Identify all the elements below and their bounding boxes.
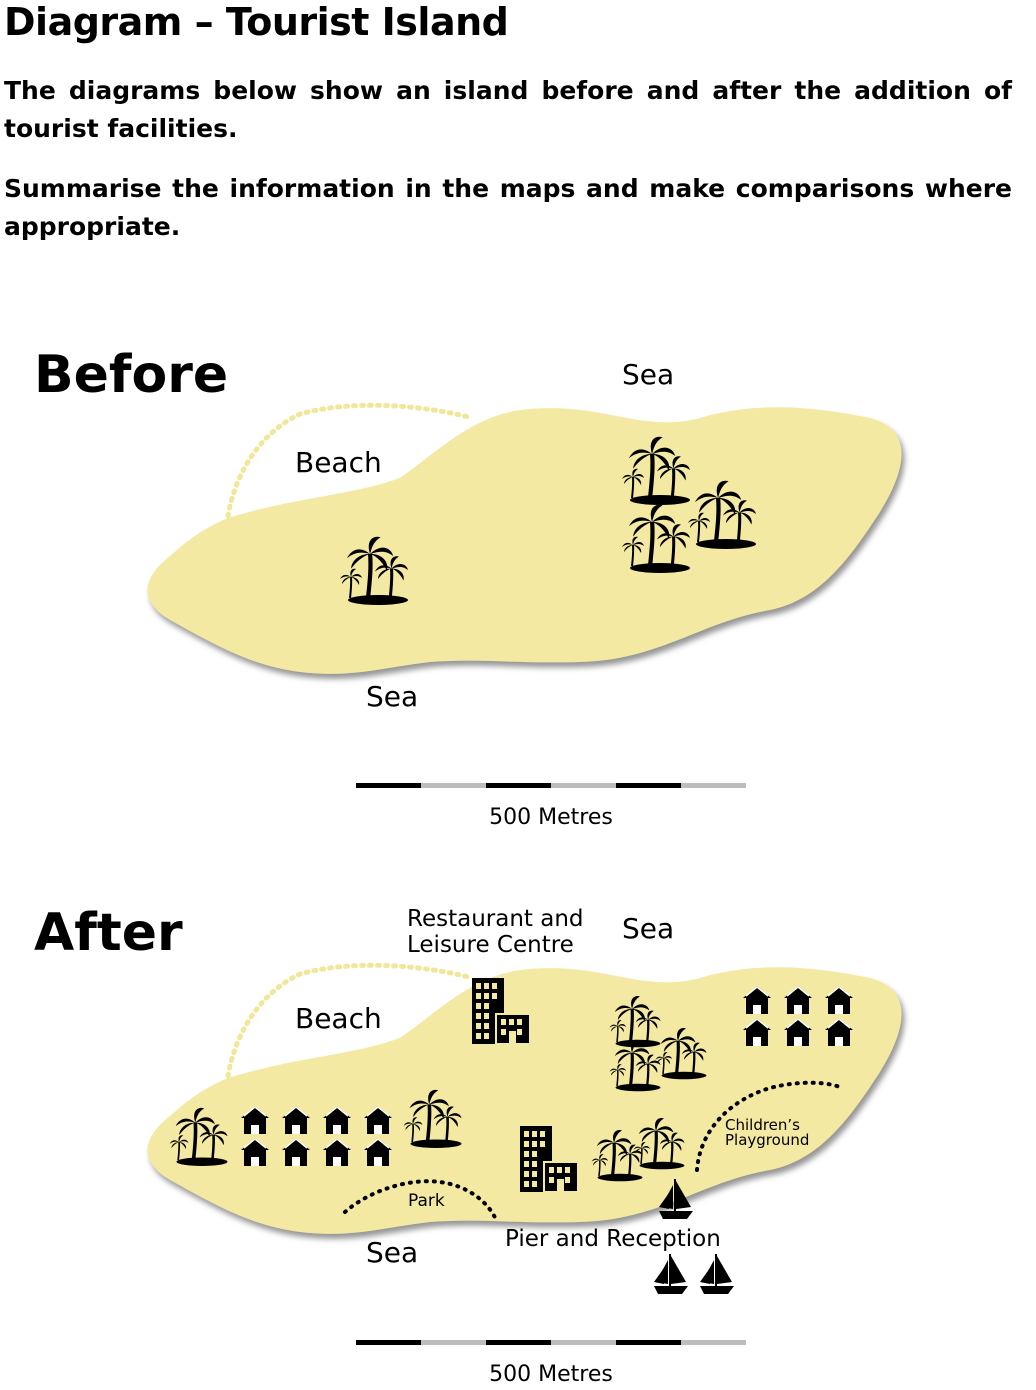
task-prompt: The diagrams below show an island before… — [4, 76, 1012, 143]
pier-label: Pier and Reception — [505, 1226, 721, 1252]
scale-bar — [356, 1340, 746, 1345]
beach-label: Beach — [295, 446, 382, 479]
sea-label-top: Sea — [622, 912, 674, 945]
scale-bar — [356, 783, 746, 788]
scale-label: 500 Metres — [489, 805, 613, 830]
island-shape — [147, 967, 902, 1234]
page-title: Diagram – Tourist Island — [4, 0, 509, 44]
scale-label: 500 Metres — [489, 1362, 613, 1387]
island-shape — [147, 407, 902, 674]
sailing-ship-icon — [653, 1253, 689, 1295]
sea-label-top: Sea — [622, 358, 674, 391]
playground-outline — [695, 1080, 844, 1172]
task-instruction: Summarise the information in the maps an… — [4, 174, 1012, 241]
sea-label-bottom: Sea — [366, 1236, 418, 1269]
before-map: Before Sea Beach Sea 500 Metres — [34, 345, 902, 830]
after-heading: After — [34, 903, 183, 963]
beach-outline — [225, 402, 475, 519]
after-map: After Sea Restaurant and Leisure Centre … — [34, 903, 902, 1387]
beach-outline — [225, 962, 475, 1079]
playground-label: Children’s — [725, 1116, 800, 1134]
restaurant-label: Leisure Centre — [407, 932, 574, 958]
park-label: Park — [408, 1191, 445, 1211]
restaurant-label: Restaurant and — [407, 906, 584, 932]
before-heading: Before — [34, 345, 228, 405]
sailing-ship-icon — [699, 1253, 735, 1295]
playground-label: Playground — [725, 1131, 809, 1149]
park-outline — [343, 1179, 499, 1224]
beach-label: Beach — [295, 1002, 382, 1035]
sea-label-bottom: Sea — [366, 680, 418, 713]
